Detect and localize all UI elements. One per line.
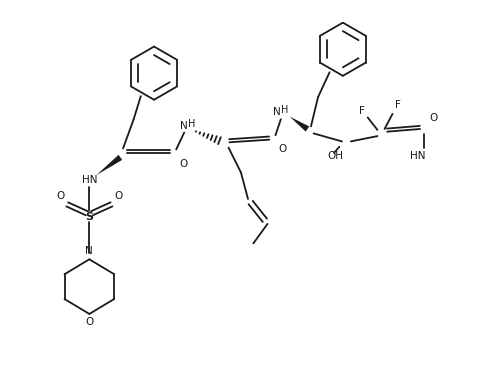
- Text: F: F: [395, 100, 401, 110]
- Polygon shape: [96, 155, 122, 175]
- Text: O: O: [114, 192, 123, 201]
- Text: N: N: [273, 107, 280, 117]
- Text: O: O: [85, 317, 93, 327]
- Text: N: N: [85, 246, 93, 256]
- Text: H: H: [281, 105, 288, 115]
- Text: F: F: [359, 106, 365, 116]
- Text: O: O: [56, 192, 64, 201]
- Text: O: O: [429, 113, 437, 123]
- Text: N: N: [180, 121, 188, 131]
- Text: H: H: [189, 119, 196, 129]
- Text: HN: HN: [410, 151, 425, 160]
- Text: O: O: [179, 159, 187, 169]
- Text: O: O: [278, 144, 287, 154]
- Text: HN: HN: [81, 175, 97, 185]
- Text: S: S: [85, 212, 93, 222]
- Text: OH: OH: [328, 152, 344, 162]
- Polygon shape: [290, 116, 309, 131]
